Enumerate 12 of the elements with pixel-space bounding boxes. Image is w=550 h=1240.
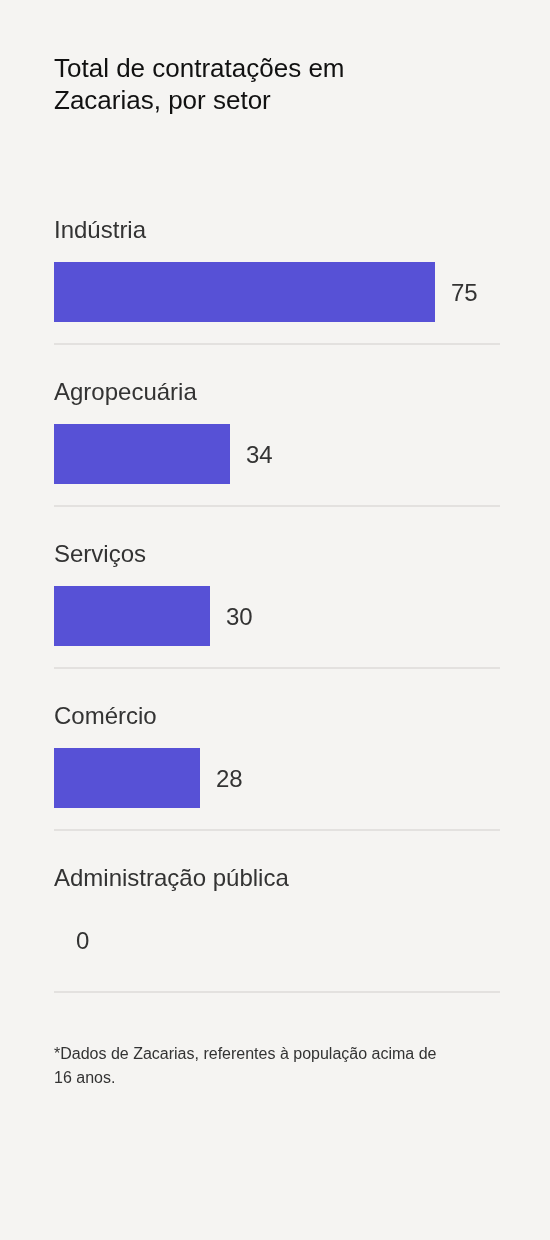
- y-tick-label: Indústria: [54, 216, 147, 243]
- data-label: 28: [216, 765, 243, 792]
- text: *Dados de Zacarias, referentes à população acima de 16 anos.: [54, 1045, 437, 1086]
- data-label: 75: [451, 279, 478, 306]
- data-label: 30: [226, 603, 253, 630]
- data-label: 34: [246, 441, 273, 468]
- data-label: 0: [76, 927, 90, 954]
- y-tick-label: Comércio: [54, 702, 157, 729]
- y-tick-label: Serviços: [54, 540, 147, 567]
- chart-title: Total de contratações em Zacarias, por setor: [54, 53, 345, 115]
- y-tick-label: Administração pública: [54, 864, 290, 891]
- y-tick-label: Agropecuária: [54, 378, 198, 405]
